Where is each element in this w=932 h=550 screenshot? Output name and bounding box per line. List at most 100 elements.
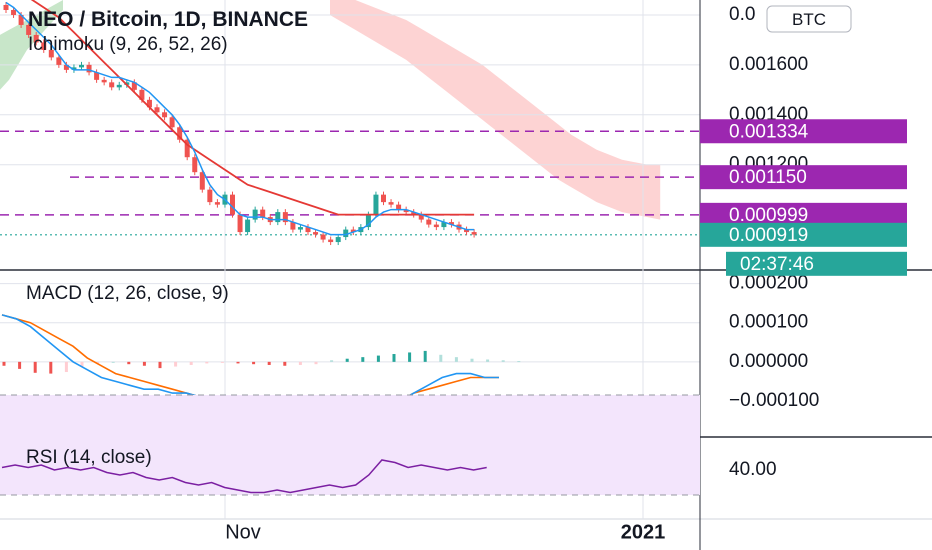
candle-body <box>79 64 84 68</box>
candle-body <box>343 229 349 238</box>
candle-body <box>418 214 424 220</box>
macd-histogram-bar <box>236 361 240 364</box>
macd-histogram-bar <box>64 361 68 373</box>
kijun-line <box>30 0 475 216</box>
candle-body <box>139 89 145 100</box>
candle-body <box>192 157 198 173</box>
candle-body <box>313 232 319 235</box>
candle-body <box>26 24 32 35</box>
macd-histogram-bar <box>454 357 458 362</box>
price-level-label: 0.000999 <box>729 205 808 226</box>
tenkan-line <box>5 1 475 236</box>
candle-body <box>471 232 477 235</box>
macd-histogram-bar <box>205 361 209 364</box>
macd-histogram-bar <box>423 350 427 362</box>
candle-body <box>162 112 168 118</box>
macd-title: MACD (12, 26, close, 9) <box>26 283 229 304</box>
candle-body <box>381 194 386 203</box>
candle-body <box>131 82 137 90</box>
candle-body <box>18 14 24 25</box>
candle-body <box>448 222 454 225</box>
price-level-badge <box>700 119 907 144</box>
candle-body <box>275 212 281 223</box>
macd-histogram-bar <box>189 361 193 365</box>
candle-body <box>33 34 39 43</box>
candle-body <box>365 214 371 228</box>
candle-body <box>441 222 447 228</box>
price-level-badge <box>700 165 907 190</box>
candle-body <box>373 194 379 215</box>
macd-histogram-bar <box>392 354 396 362</box>
macd-histogram-bar <box>361 357 365 362</box>
macd-tick-label: 0.000100 <box>729 312 808 333</box>
price-tick-label: 0.0 <box>729 4 755 25</box>
macd-histogram-bar <box>174 361 178 367</box>
candle-body <box>63 64 69 70</box>
candle-body <box>305 227 311 233</box>
macd-histogram-bar <box>283 361 287 366</box>
macd-histogram-bar <box>267 361 271 365</box>
candle-body <box>41 42 47 50</box>
macd-histogram-bar <box>330 360 334 362</box>
macd-histogram-bar <box>470 358 474 362</box>
time-tick-label: Nov <box>225 521 261 543</box>
macd-histogram-bar <box>33 361 37 373</box>
candle-body <box>290 222 296 230</box>
macd-tick-label: 0.000000 <box>729 351 808 372</box>
rsi-line <box>1 459 487 494</box>
candle-body <box>320 234 326 240</box>
macd-histogram-bar <box>220 361 224 363</box>
price-level-label: 0.001334 <box>729 121 809 142</box>
macd-histogram-bar <box>18 361 22 369</box>
candle-body <box>260 209 266 218</box>
candle-body <box>94 72 100 80</box>
candle-body <box>335 237 341 243</box>
candle-body <box>464 229 470 233</box>
currency-button[interactable]: BTC <box>766 5 852 33</box>
time-tick-label: 2021 <box>621 521 666 543</box>
candle-body <box>426 219 432 225</box>
macd-histogram-bar <box>2 361 6 366</box>
candle-body <box>11 9 17 15</box>
macd-tick-label: 0.000200 <box>729 273 808 294</box>
candle-body <box>199 172 205 190</box>
countdown-label: 02:37:46 <box>740 254 814 275</box>
candle-body <box>116 84 122 88</box>
candle-body <box>101 79 107 83</box>
ichimoku-cloud-bullish <box>0 0 63 90</box>
candle-body <box>328 239 334 243</box>
price-tick-label: 0.001600 <box>729 54 808 75</box>
candle-body <box>86 64 92 73</box>
macd-histogram-bar <box>49 361 53 374</box>
price-level-label: 0.000919 <box>729 225 808 246</box>
ichimoku-cloud-bearish <box>330 0 661 220</box>
macd-histogram-bar <box>314 361 318 365</box>
countdown-badge <box>726 251 907 276</box>
candle-body <box>396 204 402 210</box>
price-level-label: 0.001150 <box>729 167 807 188</box>
macd-histogram-bar <box>439 354 443 362</box>
candle-body <box>154 107 160 113</box>
macd-histogram-bar <box>486 359 490 362</box>
macd-histogram-bar <box>142 361 146 366</box>
candle-body <box>48 49 54 58</box>
last-price-badge <box>700 222 907 247</box>
candle-body <box>230 194 235 215</box>
macd-histogram-bar <box>408 352 412 362</box>
chart-title: NEO / Bitcoin, 1D, BINANCE <box>28 8 308 31</box>
candle-body <box>109 82 115 88</box>
macd-histogram-bar <box>501 360 505 362</box>
candle-body <box>71 67 77 70</box>
macd-histogram-bar <box>111 361 115 363</box>
macd-histogram-bar <box>517 361 521 363</box>
candle-body <box>388 202 394 205</box>
candle-body <box>177 127 183 140</box>
candle-body <box>214 202 220 205</box>
candle-body <box>252 209 258 220</box>
candle-body <box>207 189 213 203</box>
macd-histogram-bar <box>127 361 131 365</box>
candle-body <box>184 139 190 158</box>
candle-body <box>146 99 152 108</box>
candle-body <box>237 214 243 233</box>
